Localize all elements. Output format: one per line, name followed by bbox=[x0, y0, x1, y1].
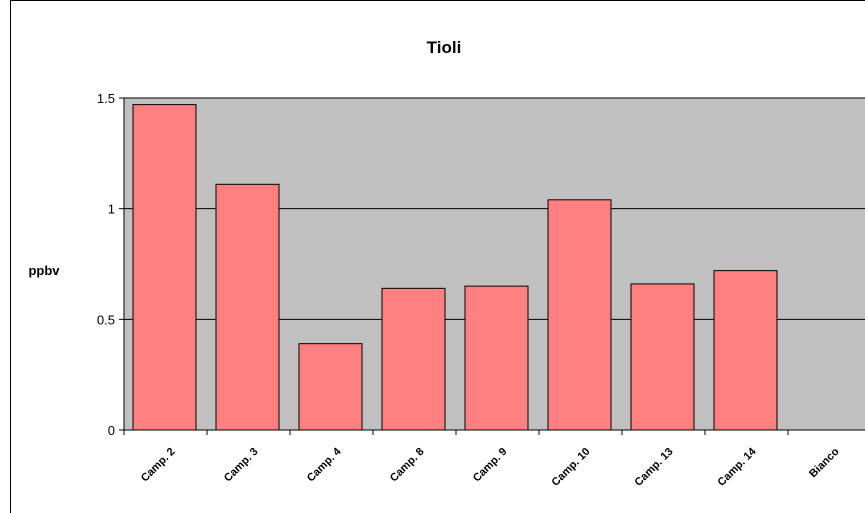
y-tick-label: 1.5 bbox=[97, 91, 115, 106]
bar bbox=[132, 104, 197, 431]
bar bbox=[713, 270, 778, 431]
x-tick-label: Camp. 14 bbox=[716, 445, 760, 489]
y-tick-label: 0 bbox=[108, 423, 115, 438]
chart-frame bbox=[10, 0, 865, 513]
chart-title: Tioli bbox=[427, 38, 462, 57]
bar bbox=[630, 283, 695, 431]
x-tick-label: Camp. 8 bbox=[388, 446, 427, 485]
bar bbox=[215, 183, 280, 431]
x-tick-label: Camp. 4 bbox=[305, 445, 344, 484]
x-tick-label: Camp. 9 bbox=[471, 446, 510, 485]
bar bbox=[298, 343, 363, 431]
y-tick-label: 0.5 bbox=[97, 312, 115, 327]
y-axis-label: ppbv bbox=[28, 263, 60, 278]
x-tick-label: Camp. 3 bbox=[222, 446, 261, 485]
y-tick-label: 1 bbox=[108, 202, 115, 217]
x-tick-label: Camp. 10 bbox=[550, 446, 593, 489]
bar bbox=[547, 199, 612, 431]
x-tick-label: Bianco bbox=[807, 445, 842, 480]
plot-area: 0 0.5 1 1.5 Camp. 2 Camp. 3 Camp. 4 Camp. 8 Camp… bbox=[97, 91, 865, 489]
x-tick-label: Camp. 2 bbox=[139, 446, 178, 485]
bar bbox=[464, 285, 529, 431]
bar bbox=[381, 287, 446, 431]
x-tick-label: Camp. 13 bbox=[633, 446, 676, 489]
